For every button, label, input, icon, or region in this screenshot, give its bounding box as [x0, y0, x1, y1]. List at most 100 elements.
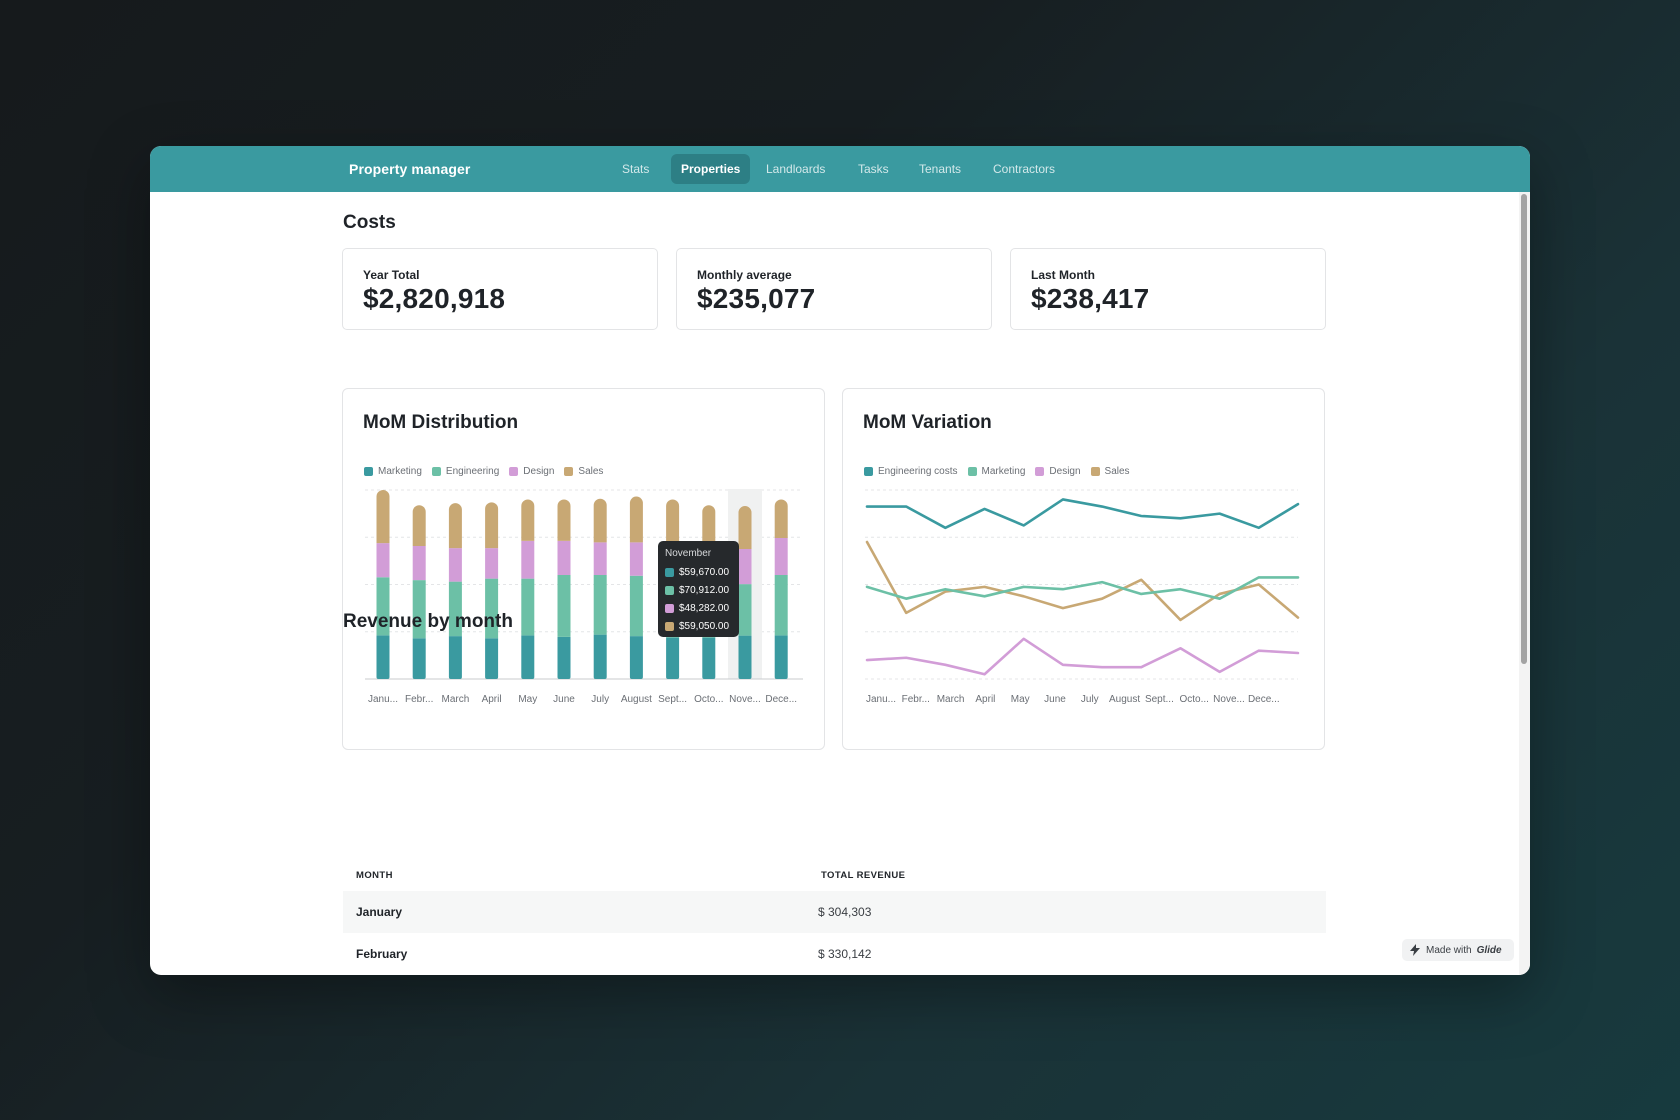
bar-segment-design[interactable] [629, 542, 643, 576]
stat-label: Year Total [363, 268, 420, 282]
bar-segment-engineering[interactable] [629, 575, 643, 637]
series-line-sales[interactable] [865, 540, 1300, 622]
x-tick-label: April [482, 694, 502, 705]
series-line-engineering-costs[interactable] [865, 498, 1300, 530]
bar-segment-sales[interactable] [376, 490, 390, 544]
bar-segment-engineering[interactable] [376, 577, 390, 636]
bar-segment-marketing[interactable] [485, 638, 499, 679]
bar-segment-marketing[interactable] [702, 637, 716, 679]
chart-tooltip: November $59,670.00 $70,912.00 $48,282.0… [658, 541, 739, 637]
x-tick-label: Nove... [1213, 694, 1245, 705]
table-row[interactable]: January $ 304,303 [343, 891, 1326, 933]
bar-segment-marketing[interactable] [593, 634, 607, 679]
x-tick-label: March [442, 694, 470, 705]
bar-segment-marketing[interactable] [376, 635, 390, 679]
bar-segment-sales[interactable] [448, 503, 462, 549]
x-tick-label: Nove... [729, 694, 761, 705]
legend-label: Marketing [378, 465, 422, 477]
x-tick-label: April [975, 694, 995, 705]
scrollbar-thumb[interactable] [1521, 194, 1527, 664]
bar-segment-marketing[interactable] [448, 636, 462, 679]
stat-card-monthly-average: Monthly average $235,077 [676, 248, 992, 330]
series-line-design[interactable] [865, 637, 1300, 676]
legend-item-marketing[interactable]: Marketing [364, 464, 422, 478]
nav-item-contractors[interactable]: Contractors [993, 162, 1056, 176]
legend-item-engineering[interactable]: Engineering [431, 464, 500, 478]
nav-item-properties[interactable]: Properties [671, 154, 751, 184]
bar-segment-marketing[interactable] [521, 635, 535, 679]
legend-item-engineering-costs[interactable]: Engineering costs [864, 464, 958, 478]
bar-segment-engineering[interactable] [521, 578, 535, 636]
stat-card-last-month: Last Month $238,417 [1010, 248, 1326, 330]
tooltip-row-marketing: $59,670.00 [665, 563, 732, 581]
chart-legend: Marketing Engineering Design Sales [364, 464, 603, 478]
legend-label: Sales [578, 465, 604, 477]
bar-segment-sales[interactable] [629, 496, 643, 543]
bar-segment-engineering[interactable] [412, 580, 426, 639]
x-tick-label: May [518, 694, 537, 705]
bar-segment-marketing[interactable] [557, 636, 571, 679]
bar-segment-design[interactable] [557, 540, 571, 576]
bar-segment-sales[interactable] [557, 499, 571, 541]
badge-brand: Glide [1476, 944, 1502, 956]
nav-item-tasks[interactable]: Tasks [858, 162, 889, 176]
bar-segment-engineering[interactable] [593, 575, 607, 635]
tooltip-swatch [665, 567, 674, 577]
bar-segment-sales[interactable] [774, 499, 788, 538]
legend-swatch [967, 466, 977, 476]
bar-segment-design[interactable] [376, 543, 390, 578]
legend-swatch [1090, 466, 1100, 476]
bar-segment-sales[interactable] [738, 506, 752, 549]
x-tick-label: July [1081, 694, 1099, 705]
legend-item-sales[interactable]: Sales [564, 464, 603, 478]
cell-month: January [356, 905, 403, 919]
bar-segment-engineering[interactable] [557, 575, 571, 637]
app-title[interactable]: Property manager [349, 161, 471, 177]
made-with-glide-badge[interactable]: Made with Glide [1402, 939, 1514, 961]
bar-segment-design[interactable] [485, 548, 499, 579]
x-tick-label: June [1044, 694, 1066, 705]
bar-segment-sales[interactable] [593, 498, 607, 543]
column-header-total-revenue[interactable]: TOTAL REVENUE [821, 870, 906, 881]
nav-item-stats[interactable]: Stats [622, 162, 650, 176]
bar-segment-sales[interactable] [666, 499, 680, 547]
legend-swatch [1035, 466, 1045, 476]
legend-item-design[interactable]: Design [1035, 464, 1081, 478]
bar-segment-marketing[interactable] [629, 636, 643, 679]
legend-item-marketing[interactable]: Marketing [967, 464, 1025, 478]
legend-swatch [431, 466, 441, 476]
bar-segment-marketing[interactable] [412, 638, 426, 679]
bar-segment-engineering[interactable] [448, 581, 462, 637]
bar-segment-design[interactable] [593, 542, 607, 576]
bar-segment-sales[interactable] [702, 505, 716, 549]
app-window: Property manager Stats Properties Landlo… [150, 146, 1530, 975]
x-tick-label: Octo... [1179, 694, 1208, 705]
bar-segment-sales[interactable] [412, 505, 426, 546]
x-tick-label: Sept... [658, 694, 687, 705]
bar-segment-engineering[interactable] [738, 584, 752, 636]
nav-item-landlords[interactable]: Landloards [766, 162, 826, 176]
nav-item-tenants[interactable]: Tenants [919, 162, 962, 176]
bar-segment-engineering[interactable] [485, 578, 499, 639]
bar-segment-marketing[interactable] [738, 635, 752, 679]
bar-segment-marketing[interactable] [774, 635, 788, 679]
legend-item-design[interactable]: Design [509, 464, 554, 478]
tooltip-row-engineering: $70,912.00 [665, 581, 732, 599]
costs-title: Costs [343, 212, 396, 233]
legend-label: Engineering [445, 465, 500, 477]
bar-segment-design[interactable] [412, 545, 426, 581]
bar-segment-design[interactable] [774, 537, 788, 576]
bar-segment-sales[interactable] [485, 502, 499, 549]
bar-segment-marketing[interactable] [666, 637, 680, 679]
table-row[interactable]: February $ 330,142 [343, 933, 1326, 975]
bar-segment-design[interactable] [738, 548, 752, 585]
column-header-month[interactable]: MONTH [356, 870, 393, 881]
bar-segment-design[interactable] [448, 548, 462, 582]
legend-item-sales[interactable]: Sales [1090, 464, 1130, 478]
bar-segment-design[interactable] [521, 540, 535, 579]
tooltip-title: November [665, 548, 712, 559]
bar-segment-sales[interactable] [521, 499, 535, 541]
bar-segment-engineering[interactable] [774, 575, 788, 636]
stat-value: $235,077 [697, 283, 816, 314]
series-line-marketing[interactable] [865, 576, 1300, 600]
